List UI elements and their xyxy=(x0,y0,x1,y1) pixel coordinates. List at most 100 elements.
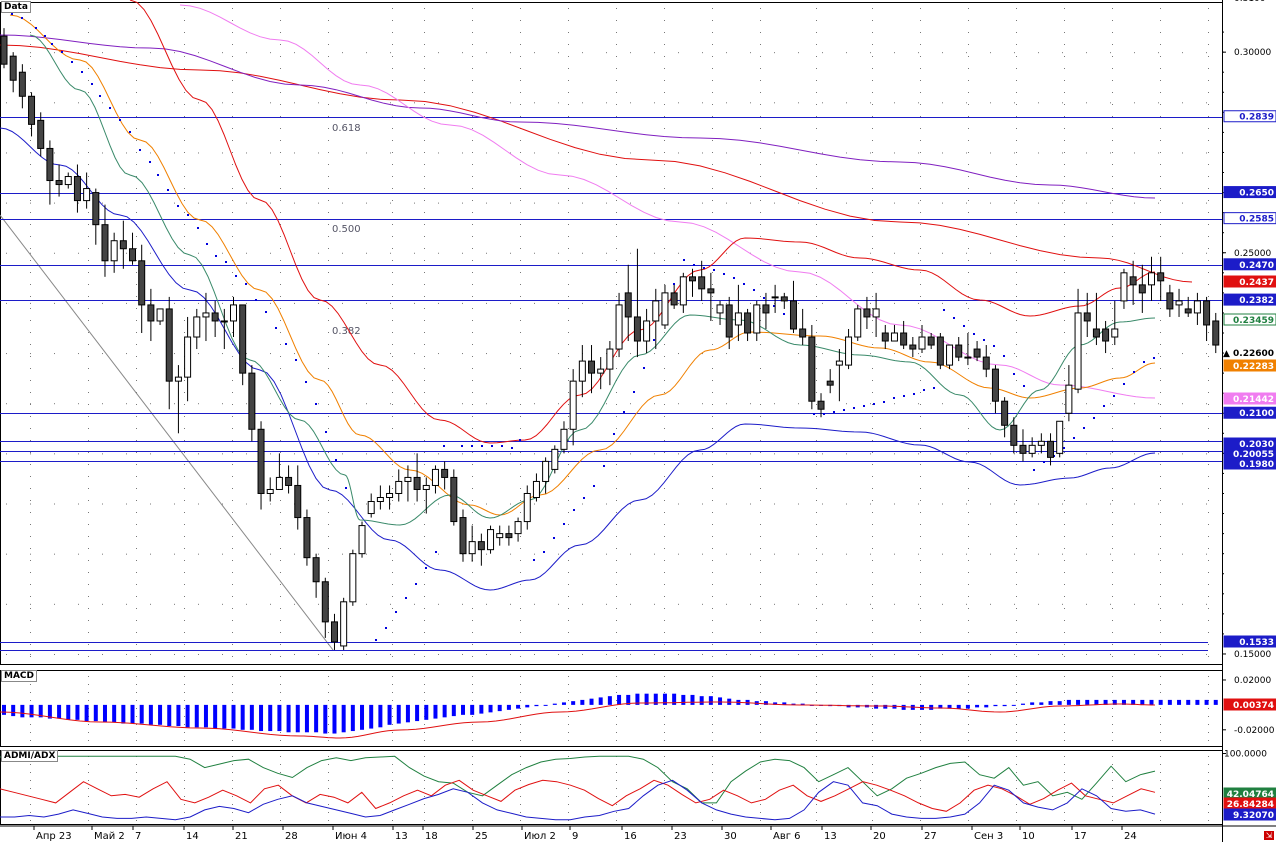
grid-dot xyxy=(1064,656,1065,657)
grid-dot xyxy=(664,676,665,677)
grid-dot xyxy=(606,653,607,655)
grid-dot xyxy=(1064,404,1065,405)
grid-dot xyxy=(568,464,569,465)
grid-dot xyxy=(472,404,473,405)
grid-dot xyxy=(232,140,233,141)
candle-body xyxy=(1083,312,1091,322)
grid-dot xyxy=(606,102,607,104)
grid-dot xyxy=(816,740,817,741)
grid-dot xyxy=(486,553,487,555)
grid-dot xyxy=(184,772,185,773)
candle-body xyxy=(312,557,320,583)
grid-dot xyxy=(88,656,89,657)
grid-dot xyxy=(438,152,439,154)
sar-dot xyxy=(225,261,227,263)
grid-dot xyxy=(136,176,137,177)
grid-dot xyxy=(1016,416,1017,417)
grid-dot xyxy=(472,308,473,309)
grid-dot xyxy=(88,608,89,609)
grid-dot xyxy=(1208,80,1209,81)
grid-dot xyxy=(472,476,473,477)
sar-dot xyxy=(533,559,535,561)
sar-dot xyxy=(963,325,965,327)
grid-dot xyxy=(472,68,473,69)
grid-dot xyxy=(1182,553,1183,555)
grid-dot xyxy=(520,188,521,189)
grid-dot xyxy=(392,236,393,237)
grid-dot xyxy=(568,560,569,561)
grid-dot xyxy=(616,452,617,453)
grid-dot xyxy=(654,202,655,204)
grid-dot xyxy=(520,356,521,357)
grid-dot xyxy=(184,332,185,333)
sar-dot xyxy=(315,403,317,405)
grid-dot xyxy=(1208,140,1209,141)
grid-dot xyxy=(568,440,569,441)
grid-dot xyxy=(664,632,665,633)
grid-dot xyxy=(1134,653,1135,655)
grid-dot xyxy=(1112,684,1113,685)
grid-dot xyxy=(392,116,393,117)
sar-dot xyxy=(51,43,53,45)
grid-dot xyxy=(392,676,393,677)
macd-bar xyxy=(1066,699,1071,705)
grid-dot xyxy=(472,416,473,417)
grid-dot xyxy=(920,732,921,733)
grid-dot xyxy=(1112,428,1113,429)
grid-dot xyxy=(968,812,969,813)
sar-dot xyxy=(35,27,37,29)
grid-dot xyxy=(126,503,127,505)
grid-dot xyxy=(816,632,817,633)
grid-dot xyxy=(30,392,31,393)
candle-body xyxy=(303,517,311,559)
grid-dot xyxy=(568,20,569,21)
grid-dot xyxy=(942,52,943,54)
grid-dot xyxy=(392,260,393,261)
grid-dot xyxy=(968,700,969,701)
grid-dot xyxy=(968,820,969,821)
grid-dot xyxy=(1208,780,1209,781)
grid-dot xyxy=(392,740,393,741)
grid-dot xyxy=(392,584,393,585)
grid-dot xyxy=(1016,732,1017,733)
grid-dot xyxy=(6,302,7,304)
grid-dot xyxy=(534,603,535,605)
grid-dot xyxy=(920,380,921,381)
grid-dot xyxy=(816,692,817,693)
grid-dot xyxy=(30,224,31,225)
grid-dot xyxy=(184,452,185,453)
grid-dot xyxy=(328,812,329,813)
grid-dot xyxy=(280,236,281,237)
grid-dot xyxy=(366,553,367,555)
admi-plus xyxy=(0,779,1156,812)
grid-dot xyxy=(1064,392,1065,393)
grid-dot xyxy=(88,32,89,33)
grid-dot xyxy=(136,380,137,381)
candle-body xyxy=(826,380,834,386)
grid-dot xyxy=(760,44,761,45)
grid-dot xyxy=(1208,224,1209,225)
grid-dot xyxy=(968,804,969,805)
grid-dot xyxy=(328,368,329,369)
grid-dot xyxy=(184,116,185,117)
grid-dot xyxy=(30,512,31,513)
expand-icon[interactable]: ⇲ xyxy=(1264,831,1274,840)
grid-dot xyxy=(1016,380,1017,381)
grid-dot xyxy=(328,560,329,561)
grid-dot xyxy=(558,553,559,555)
grid-dot xyxy=(390,252,391,254)
grid-dot xyxy=(968,620,969,621)
grid-dot xyxy=(568,740,569,741)
grid-dot xyxy=(712,804,713,805)
grid-dot xyxy=(1208,392,1209,393)
grid-dot xyxy=(6,653,7,655)
grid-dot xyxy=(664,804,665,805)
grid-dot xyxy=(1086,653,1087,655)
grid-dot xyxy=(1158,503,1159,505)
candle-body xyxy=(560,428,568,450)
grid-dot xyxy=(88,104,89,105)
grid-dot xyxy=(616,416,617,417)
grid-dot xyxy=(872,92,873,93)
grid-dot xyxy=(1208,188,1209,189)
